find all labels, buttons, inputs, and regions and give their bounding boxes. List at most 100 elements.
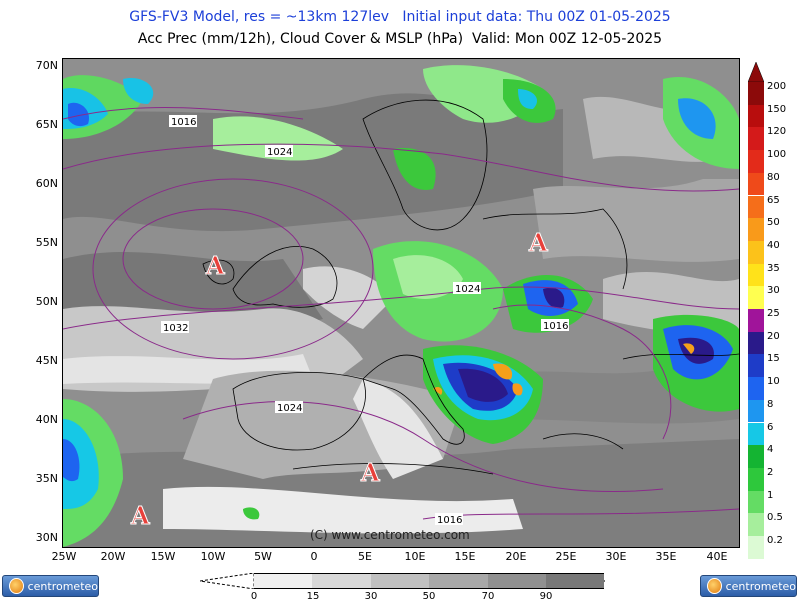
logo-text: centrometeo: [27, 579, 98, 593]
precip-legend-arrow: [748, 62, 764, 82]
cloud-legend-cell: [254, 573, 313, 589]
lon-label: 30E: [605, 550, 627, 563]
precip-legend-label: 20: [767, 330, 780, 342]
precip-legend-cell: [748, 195, 764, 219]
map-panel: 1016 1024 1032 1024 1024 1016 1016 A A A…: [62, 58, 740, 548]
cloud-legend-cell: [546, 573, 605, 589]
cloud-legend-label: 70: [481, 591, 495, 602]
lon-label: 25E: [555, 550, 577, 563]
lon-label: 40E: [706, 550, 728, 563]
cloud-legend-arrow-left: [200, 573, 254, 589]
lon-label: 15W: [150, 550, 176, 563]
precip-legend-label: 150: [767, 103, 787, 115]
precip-legend-cell: [748, 286, 764, 309]
cloud-legend-label: 50: [422, 591, 436, 602]
precip-legend-label: 2: [767, 466, 774, 478]
pressure-centers: A A A A: [130, 228, 549, 531]
precip-legend-cell: [748, 467, 764, 491]
precip-legend-label: 35: [767, 262, 780, 274]
cloud-legend-cell: [487, 573, 546, 589]
precip-areas: [63, 65, 739, 547]
lat-label: 40N: [35, 413, 58, 426]
precip-legend-cell: [748, 536, 764, 559]
precip-legend-label: 0.5: [767, 512, 783, 524]
precip-legend-label: 30: [767, 285, 780, 297]
precip-legend-label: 50: [767, 217, 780, 229]
precip-legend-cell: [748, 150, 764, 173]
lat-label: 60N: [35, 177, 58, 190]
isobar-label: 1032: [163, 323, 188, 334]
lat-label: 35N: [35, 472, 58, 485]
lon-label: 20E: [505, 550, 527, 563]
precip-legend-label: 8: [767, 398, 774, 410]
lon-label: 5E: [358, 550, 372, 563]
precip-legend-cell: [748, 445, 764, 468]
precip-legend-cell: [748, 377, 764, 400]
lon-label: 20W: [100, 550, 126, 563]
logo-text: centrometeo: [725, 579, 796, 593]
precip-legend-cell: [748, 240, 764, 264]
precip-legend-label: 65: [767, 194, 780, 206]
high-pressure-mark: A: [205, 251, 225, 280]
cloud-legend-label: 30: [364, 591, 378, 602]
precip-legend-label: 4: [767, 444, 774, 456]
copyright-text: (C) www.centrometeo.com: [310, 528, 470, 542]
precip-legend-cell: [748, 82, 764, 105]
isobar-label: 1024: [277, 403, 302, 414]
lat-label: 65N: [35, 118, 58, 131]
precip-legend-label: 40: [767, 239, 780, 251]
precip-legend-cell: [748, 263, 764, 287]
precip-legend-label: 6: [767, 421, 774, 433]
globe-icon: [9, 578, 24, 594]
model-title: GFS-FV3 Model, res = ~13km 127lev Initia…: [129, 9, 671, 25]
precip-legend-cell: [748, 309, 764, 332]
precip-legend-cell: [748, 331, 764, 355]
lon-label: 35E: [655, 550, 677, 563]
precip-legend-label: 120: [767, 126, 787, 138]
isobar-label: 1016: [171, 117, 196, 128]
centrometeo-logo-right[interactable]: centrometeo: [700, 575, 797, 597]
lon-label: 5W: [254, 550, 272, 563]
high-pressure-mark: A: [528, 228, 548, 257]
precip-legend-label: 100: [767, 149, 787, 161]
precip-legend-cell: [748, 354, 764, 378]
high-pressure-mark: A: [130, 501, 150, 530]
isobar-label: 1024: [455, 284, 480, 295]
precip-legend-cell: [748, 513, 764, 536]
isobar-label: 1016: [543, 321, 568, 332]
precip-legend-label: 0.2: [767, 535, 783, 546]
globe-icon: [707, 578, 722, 594]
isobar-label: 1024: [267, 147, 292, 158]
precip-legend-label: 15: [767, 353, 780, 365]
precip-legend-cell: [748, 172, 764, 196]
high-pressure-mark: A: [360, 458, 380, 487]
precip-legend-cell: [748, 422, 764, 446]
coastlines: [202, 99, 739, 475]
lat-label: 45N: [35, 354, 58, 367]
cloud-legend-label: 90: [539, 591, 553, 602]
lon-label: 10W: [200, 550, 226, 563]
lat-label: 70N: [35, 59, 58, 72]
isobar-label: 1016: [437, 515, 462, 526]
precip-legend-label: 10: [767, 376, 780, 388]
precip-legend-label: 200: [767, 81, 787, 92]
cloud-legend-cell: [429, 573, 488, 589]
isobar-labels: 1016 1024 1032 1024 1024 1016 1016: [161, 115, 569, 526]
product-title: Acc Prec (mm/12h), Cloud Cover & MSLP (h…: [137, 31, 663, 47]
cloud-legend-label: 15: [306, 591, 320, 602]
precip-legend-cell: [748, 490, 764, 514]
cloud-legend-label: 0: [250, 591, 258, 602]
centrometeo-logo-left[interactable]: centrometeo: [2, 575, 99, 597]
weather-map: 1016 1024 1032 1024 1024 1016 1016 A A A…: [63, 59, 739, 547]
lat-label: 55N: [35, 236, 58, 249]
precip-legend-label: 1: [767, 489, 774, 501]
precip-legend-label: 80: [767, 171, 780, 183]
lon-label: 25W: [51, 550, 77, 563]
precip-legend-cell: [748, 127, 764, 151]
precip-legend-cell: [748, 104, 764, 128]
lon-label: 15E: [454, 550, 476, 563]
precip-legend-cell: [748, 218, 764, 241]
cloud-legend-cell: [312, 573, 371, 589]
precip-legend-label: 25: [767, 308, 780, 319]
lon-label: 10E: [404, 550, 426, 563]
